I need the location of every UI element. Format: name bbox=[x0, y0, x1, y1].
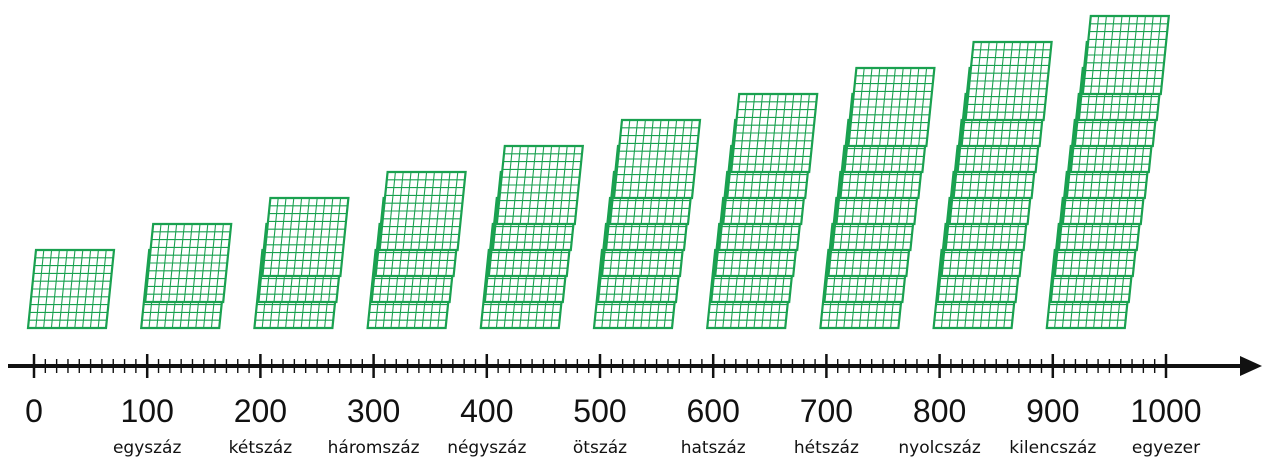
tick-label: 800 bbox=[913, 393, 966, 429]
hundred-square bbox=[26, 248, 116, 330]
hundred-square bbox=[847, 66, 936, 148]
hundred-block-stack bbox=[592, 118, 702, 330]
arrow-head-icon bbox=[1240, 356, 1262, 376]
hundred-square bbox=[261, 196, 350, 278]
tick-label: 0 bbox=[25, 393, 43, 429]
tick-label: 900 bbox=[1026, 393, 1079, 429]
tick-labels: 0 100 200 300 400 500 600 700 800 900 1000 bbox=[25, 393, 1201, 429]
tick-label: 400 bbox=[460, 393, 513, 429]
hundred-square bbox=[143, 222, 233, 304]
hundred-block-stack bbox=[819, 66, 936, 330]
number-word: ötszáz bbox=[573, 438, 627, 458]
tick-label: 200 bbox=[234, 393, 287, 429]
hundred-block-stack bbox=[139, 222, 233, 330]
hundred-square bbox=[612, 118, 702, 200]
hundred-block-stack bbox=[26, 248, 116, 330]
tick-label: 600 bbox=[687, 393, 740, 429]
hundred-square bbox=[1081, 14, 1171, 96]
hundred-block-stack bbox=[1045, 14, 1171, 330]
tick-label: 700 bbox=[800, 393, 853, 429]
number-line: 0 100 200 300 400 500 600 700 800 900 1000 egyszáz… bbox=[8, 354, 1262, 458]
number-word: háromszáz bbox=[328, 438, 420, 458]
tick-label: 100 bbox=[121, 393, 174, 429]
number-word: hétszáz bbox=[794, 438, 859, 458]
hundred-square bbox=[378, 170, 467, 252]
number-word: nyolcszáz bbox=[898, 438, 981, 458]
number-word: egyszáz bbox=[113, 438, 182, 458]
tick-label: 300 bbox=[347, 393, 400, 429]
number-word: egyezer bbox=[1132, 438, 1200, 458]
number-word: kilencszáz bbox=[1009, 438, 1096, 458]
number-word: kétszáz bbox=[229, 438, 293, 458]
number-words: egyszáz kétszáz háromszáz négyszáz ötszáz hat… bbox=[113, 438, 1200, 458]
hundred-square bbox=[495, 144, 585, 226]
hundred-block-stack bbox=[932, 40, 1053, 330]
hundred-block-stack bbox=[705, 92, 819, 330]
hundred-block-stack bbox=[366, 170, 467, 330]
hundred-blocks bbox=[26, 14, 1171, 330]
tick-marks bbox=[32, 354, 1168, 378]
hundred-block-stack bbox=[253, 196, 350, 330]
number-word: hatszáz bbox=[681, 438, 746, 458]
hundred-square bbox=[729, 92, 819, 174]
hundred-square bbox=[964, 40, 1053, 122]
hundred-block-stack bbox=[479, 144, 585, 330]
number-word: négyszáz bbox=[447, 438, 526, 458]
tick-label: 1000 bbox=[1130, 393, 1201, 429]
tick-label: 500 bbox=[573, 393, 626, 429]
